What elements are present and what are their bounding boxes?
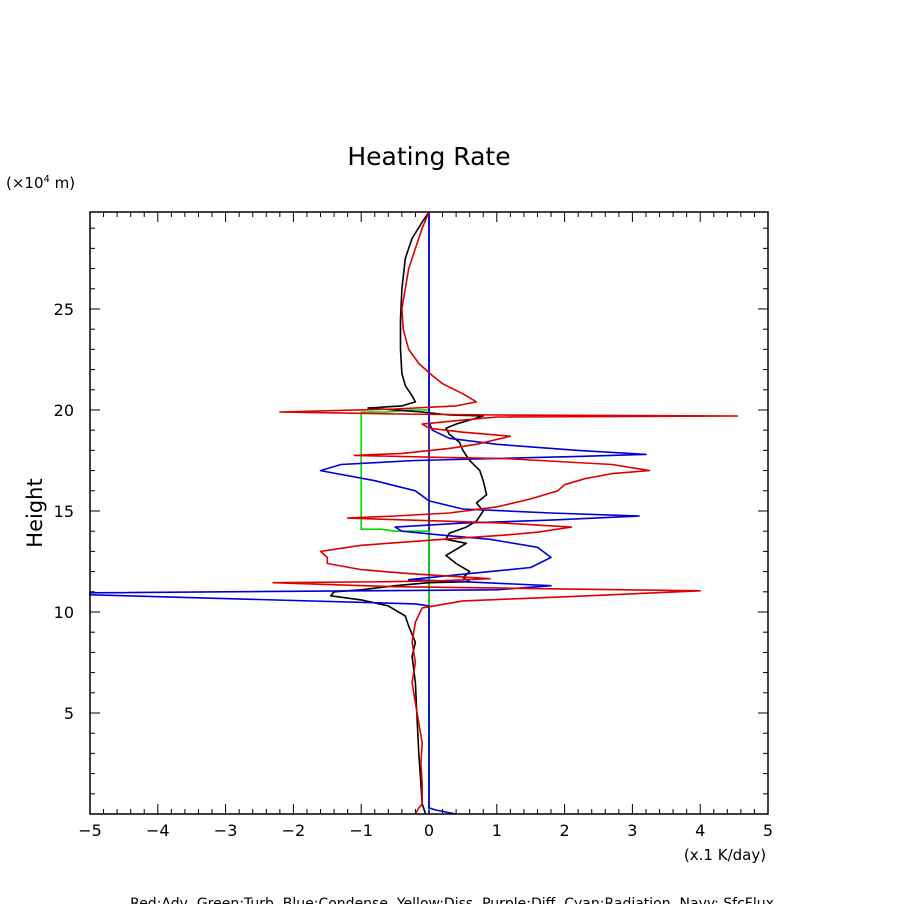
x-tick-label: 3 — [627, 821, 637, 840]
x-tick-label: −3 — [214, 821, 238, 840]
x-tick-label: −5 — [78, 821, 102, 840]
chart-title: Heating Rate — [347, 142, 510, 171]
y-tick-label: 5 — [64, 704, 74, 723]
x-tick-label: −4 — [146, 821, 170, 840]
x-tick-label: 1 — [492, 821, 502, 840]
plot-frame — [89, 211, 769, 815]
x-tick-label: −1 — [349, 821, 373, 840]
x-tick-label: 0 — [424, 821, 434, 840]
x-tick-label: 4 — [695, 821, 705, 840]
y-tick-label: 10 — [54, 603, 74, 622]
y-units-label: (×104 m) — [6, 174, 75, 192]
y-tick-label: 25 — [54, 300, 74, 319]
legend-text: Red:Adv, Green:Turb, Blue:Condense, Yell… — [130, 896, 774, 904]
x-tick-label: −2 — [282, 821, 306, 840]
x-tick-label: 2 — [560, 821, 570, 840]
axis-tick-labels: −5 −4 −3 −2 −1 0 1 2 3 4 5 5 10 15 20 25 — [54, 300, 773, 840]
series-line-red-adv — [272, 211, 739, 815]
x-units-label: (x.1 K/day) — [684, 846, 766, 864]
y-tick-label: 20 — [54, 401, 74, 420]
y-axis-label: Height — [23, 478, 47, 547]
y-tick-label: 15 — [54, 502, 74, 521]
x-tick-label: 5 — [763, 821, 773, 840]
series-line-total — [329, 211, 488, 815]
